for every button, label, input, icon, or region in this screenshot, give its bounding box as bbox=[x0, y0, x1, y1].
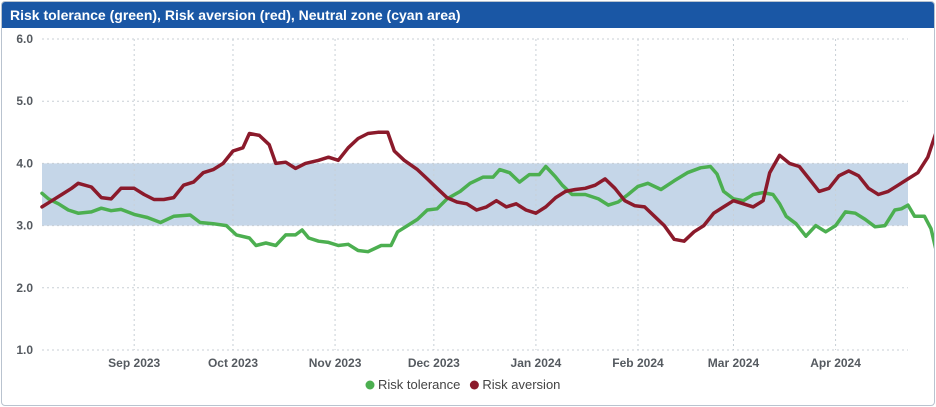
series-layer bbox=[40, 130, 934, 254]
y-tick-label: 6.0 bbox=[16, 32, 33, 46]
grid-layer bbox=[42, 38, 908, 351]
y-tick-label: 5.0 bbox=[16, 94, 33, 108]
legend: Risk tolerance Risk aversion bbox=[365, 377, 560, 392]
chart-title: Risk tolerance (green), Risk aversion (r… bbox=[2, 2, 934, 28]
y-tick-label: 2.0 bbox=[16, 281, 33, 295]
y-tick-label: 3.0 bbox=[16, 219, 33, 233]
x-tick-label: Feb 2024 bbox=[612, 356, 664, 370]
x-axis-ticks: Sep 2023 Oct 2023 Nov 2023 Dec 2023 Jan 2024… bbox=[108, 356, 861, 370]
x-tick-label: Nov 2023 bbox=[309, 356, 362, 370]
x-tick-label: Dec 2023 bbox=[408, 356, 460, 370]
y-axis-ticks: 1.0 2.0 3.0 4.0 5.0 6.0 bbox=[16, 32, 33, 357]
x-tick-label: Jan 2024 bbox=[511, 356, 562, 370]
legend-label-risk-aversion: Risk aversion bbox=[482, 377, 560, 392]
x-tick-label: Mar 2024 bbox=[708, 356, 760, 370]
series-line-risk-tolerance bbox=[40, 164, 934, 254]
x-tick-label: Apr 2024 bbox=[810, 356, 861, 370]
legend-marker-risk-aversion bbox=[469, 380, 479, 390]
x-tick-label: Oct 2023 bbox=[208, 356, 258, 370]
x-tick-label: Sep 2023 bbox=[108, 356, 160, 370]
series-line-risk-aversion bbox=[40, 130, 934, 243]
y-tick-label: 4.0 bbox=[16, 156, 33, 170]
legend-label-risk-tolerance: Risk tolerance bbox=[378, 377, 460, 392]
legend-marker-risk-tolerance bbox=[365, 380, 375, 390]
y-tick-label: 1.0 bbox=[16, 343, 33, 357]
